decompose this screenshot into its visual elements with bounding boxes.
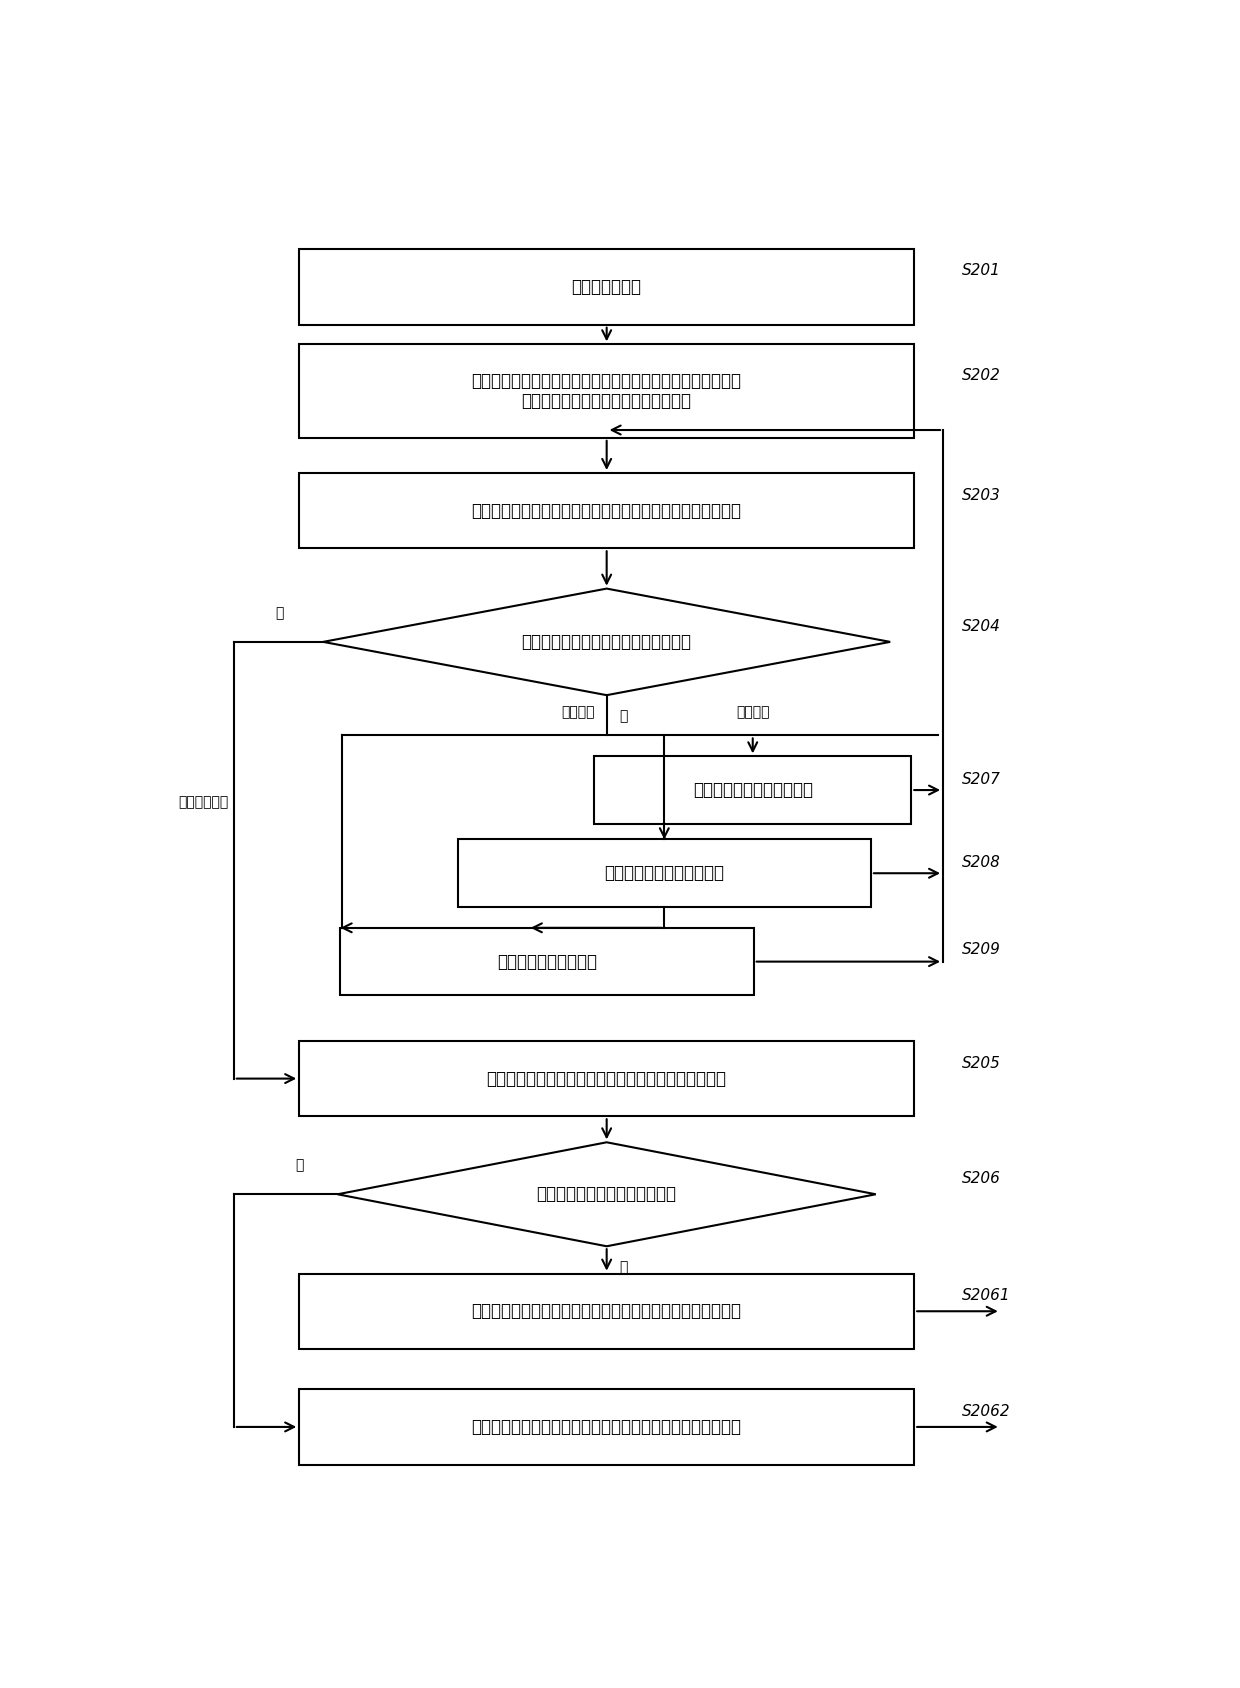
Text: S209: S209	[962, 942, 1001, 957]
FancyBboxPatch shape	[594, 756, 911, 824]
FancyBboxPatch shape	[341, 928, 754, 996]
Text: S208: S208	[962, 856, 1001, 871]
FancyBboxPatch shape	[299, 1041, 914, 1116]
Text: S201: S201	[962, 263, 1001, 277]
FancyBboxPatch shape	[458, 839, 870, 906]
Text: 否: 否	[620, 709, 629, 722]
FancyBboxPatch shape	[299, 250, 914, 324]
Text: S207: S207	[962, 771, 1001, 787]
Polygon shape	[337, 1143, 875, 1246]
Text: 预设图像程序，图像程序包括预设车牌识别图像程序、预设人
脸识别图像程序以及预设通用图像程序: 预设图像程序，图像程序包括预设车牌识别图像程序、预设人 脸识别图像程序以及预设通…	[471, 371, 742, 410]
FancyBboxPatch shape	[299, 344, 914, 437]
Text: S206: S206	[962, 1171, 1001, 1187]
Text: S205: S205	[962, 1055, 1001, 1070]
Text: 确定摄像机图像中是否同时存在人和车: 确定摄像机图像中是否同时存在人和车	[522, 633, 692, 652]
Text: 调用预设人脸识别图像程序: 调用预设人脸识别图像程序	[693, 782, 812, 798]
Text: S2061: S2061	[962, 1288, 1011, 1303]
Text: 仅存在人: 仅存在人	[737, 706, 770, 719]
Text: 当摄像机图像中同时存在人和车时，检测人和车的速度: 当摄像机图像中同时存在人和车时，检测人和车的速度	[486, 1070, 727, 1087]
Text: 先调用预设车牌识别图像程序，再调用预设人脸识别图像程序: 先调用预设车牌识别图像程序，再调用预设人脸识别图像程序	[471, 1418, 742, 1436]
Text: S2062: S2062	[962, 1404, 1011, 1420]
Text: 获取摄像机图像: 获取摄像机图像	[572, 279, 641, 295]
FancyBboxPatch shape	[299, 1389, 914, 1465]
Text: 先调用预设人脸识别图像程序，再调用预设车牌识别图像程序: 先调用预设人脸识别图像程序，再调用预设车牌识别图像程序	[471, 1301, 742, 1320]
Text: S203: S203	[962, 488, 1001, 503]
Text: 仅存在车: 仅存在车	[560, 706, 595, 719]
Polygon shape	[324, 589, 890, 695]
Text: S204: S204	[962, 619, 1001, 633]
Text: 调用预设通用图像程序对摄像机图像中人和车的轮廓进行识别: 调用预设通用图像程序对摄像机图像中人和车的轮廓进行识别	[471, 501, 742, 520]
FancyBboxPatch shape	[299, 473, 914, 549]
Text: 否: 否	[295, 1158, 304, 1173]
Text: 调用预设车牌识别图像程序: 调用预设车牌识别图像程序	[604, 864, 724, 883]
Text: 调用预设通用图像程序: 调用预设通用图像程序	[497, 952, 598, 971]
Text: 不存在人和车: 不存在人和车	[179, 795, 229, 809]
Text: 是: 是	[620, 1259, 629, 1274]
FancyBboxPatch shape	[299, 1273, 914, 1349]
Text: 是: 是	[275, 606, 284, 619]
Text: S202: S202	[962, 368, 1001, 383]
Text: 判断人的速度是否大于车的速度: 判断人的速度是否大于车的速度	[537, 1185, 677, 1204]
